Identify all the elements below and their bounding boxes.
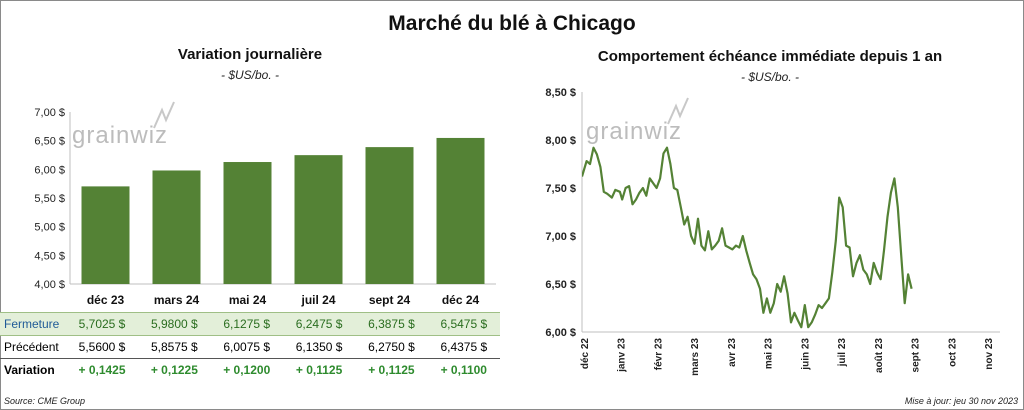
row-label: Précédent bbox=[4, 340, 59, 354]
x-tick-label: déc 23 bbox=[87, 293, 125, 307]
x-tick-label: mars 24 bbox=[154, 293, 200, 307]
x-tick-label: sept 23 bbox=[911, 338, 922, 373]
bar bbox=[223, 162, 272, 284]
x-tick-label: nov 23 bbox=[984, 338, 995, 370]
left-watermark-arrow-icon bbox=[153, 101, 175, 129]
x-tick-label: déc 24 bbox=[442, 293, 480, 307]
bar bbox=[365, 147, 414, 284]
table-row-variation: Variation + 0,1425 + 0,1225 + 0,1200 + 0… bbox=[0, 358, 500, 381]
table-cell: + 0,1100 bbox=[427, 358, 500, 381]
main-title: Marché du blé à Chicago bbox=[388, 12, 636, 35]
table-cell: 6,1350 $ bbox=[295, 340, 343, 354]
x-tick-label: avr 23 bbox=[727, 338, 738, 367]
contract-table: Fermeture 5,7025 $ 5,9800 $ 6,1275 $ 6,2… bbox=[0, 312, 500, 381]
bar bbox=[436, 137, 485, 284]
y-tick-label: 7,50 $ bbox=[545, 183, 576, 195]
x-tick-label: juil 24 bbox=[300, 293, 335, 307]
y-tick-label: 5,50 $ bbox=[34, 193, 65, 205]
x-tick-label: janv 23 bbox=[617, 338, 628, 373]
table-row-previous: Précédent 5,5600 $ 5,8575 $ 6,0075 $ 6,1… bbox=[0, 336, 500, 359]
table-cell: 6,4375 $ bbox=[440, 340, 488, 354]
x-tick-label: déc 22 bbox=[580, 338, 591, 370]
y-tick-label: 4,00 $ bbox=[34, 279, 65, 291]
x-tick-label: févr 23 bbox=[653, 338, 664, 371]
table-cell: 6,3875 $ bbox=[355, 312, 428, 336]
y-tick-label: 6,00 $ bbox=[545, 327, 576, 339]
y-tick-label: 8,50 $ bbox=[545, 87, 576, 99]
y-tick-label: 7,00 $ bbox=[34, 107, 65, 119]
table-cell: 6,2750 $ bbox=[368, 340, 415, 354]
table-cell: 5,9800 $ bbox=[138, 312, 211, 336]
y-tick-label: 5,00 $ bbox=[34, 222, 65, 234]
right-chart-title: Comportement échéance immédiate depuis 1… bbox=[597, 48, 943, 65]
x-tick-label: mai 24 bbox=[229, 293, 267, 307]
y-tick-label: 6,50 $ bbox=[34, 136, 65, 148]
update-note: Mise à jour: jeu 30 nov 2023 bbox=[904, 396, 1018, 406]
table-cell: 6,2475 $ bbox=[282, 312, 356, 336]
y-tick-label: 4,50 $ bbox=[34, 250, 65, 262]
y-tick-label: 8,00 $ bbox=[545, 135, 576, 147]
y-tick-label: 7,00 $ bbox=[545, 231, 576, 243]
source-note: Source: CME Group bbox=[4, 396, 86, 406]
bar bbox=[152, 170, 201, 284]
table-cell: 5,5600 $ bbox=[78, 340, 126, 354]
y-tick-label: 6,50 $ bbox=[545, 279, 576, 291]
x-tick-label: juin 23 bbox=[800, 338, 811, 371]
table-row-close: Fermeture 5,7025 $ 5,9800 $ 6,1275 $ 6,2… bbox=[0, 312, 500, 336]
x-tick-label: mars 23 bbox=[690, 338, 701, 376]
price-series-line bbox=[582, 146, 913, 329]
table-cell: 5,7025 $ bbox=[65, 312, 139, 336]
x-tick-label: sept 24 bbox=[369, 293, 411, 307]
table-cell: + 0,1200 bbox=[210, 358, 283, 381]
right-chart-unit: - $US/bo. - bbox=[740, 70, 800, 84]
x-tick-label: août 23 bbox=[874, 338, 885, 373]
table-cell: + 0,1125 bbox=[355, 358, 428, 381]
y-tick-label: 6,00 $ bbox=[34, 164, 65, 176]
left-chart-title: Variation journalière bbox=[177, 46, 323, 63]
line-chart: 6,00 $ 6,50 $ 7,00 $ 7,50 $ 8,00 $ 8,50 $ déc … bbox=[545, 87, 1000, 376]
bar bbox=[81, 186, 130, 284]
table-cell: 6,1275 $ bbox=[210, 312, 283, 336]
row-label: Fermeture bbox=[0, 312, 66, 336]
table-cell: + 0,1225 bbox=[138, 358, 211, 381]
x-tick-label: juil 23 bbox=[837, 338, 848, 368]
row-label: Variation bbox=[0, 358, 66, 381]
right-watermark: grainwiz bbox=[586, 118, 683, 145]
left-watermark: grainwiz bbox=[72, 122, 169, 149]
bar-chart: 4,00 $ 4,50 $ 5,00 $ 5,50 $ 6,00 $ 6,50 $ 7,00… bbox=[34, 107, 496, 307]
left-chart-unit: - $US/bo. - bbox=[220, 68, 280, 82]
table-cell: + 0,1125 bbox=[282, 358, 356, 381]
table-cell: 6,0075 $ bbox=[223, 340, 271, 354]
table-cell: + 0,1425 bbox=[65, 358, 139, 381]
x-tick-label: mai 23 bbox=[764, 338, 775, 370]
x-tick-label: oct 23 bbox=[947, 338, 958, 367]
right-watermark-arrow-icon bbox=[667, 97, 689, 125]
table-cell: 5,8575 $ bbox=[151, 340, 198, 354]
bar bbox=[294, 155, 343, 284]
table-cell: 6,5475 $ bbox=[427, 312, 500, 336]
